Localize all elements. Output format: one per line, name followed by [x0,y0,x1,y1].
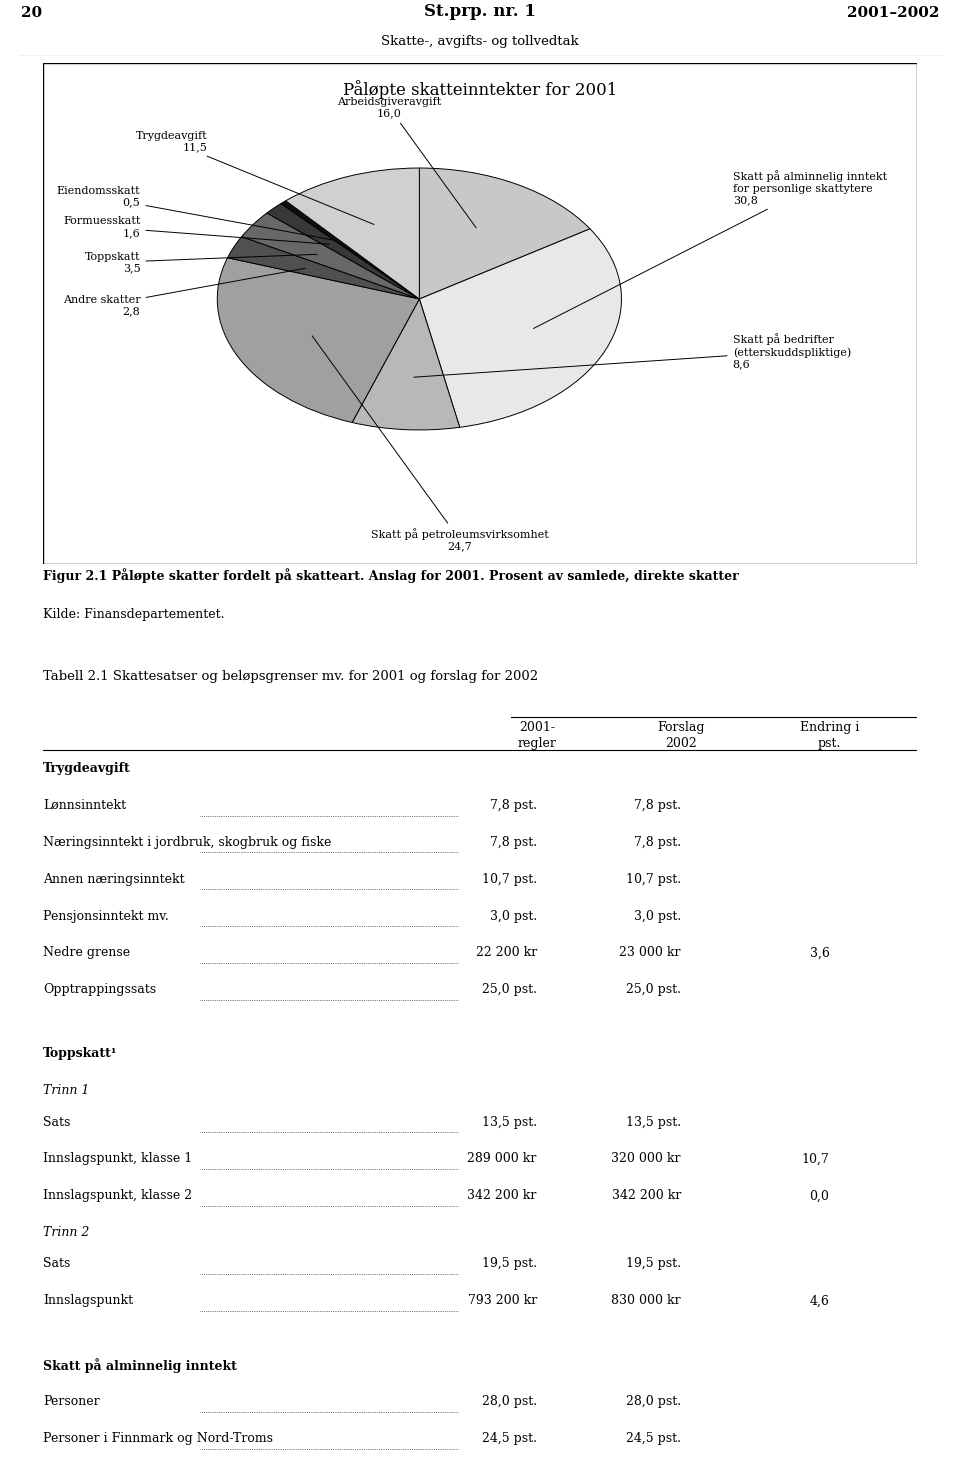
Text: 24,5 pst.: 24,5 pst. [626,1433,681,1446]
Text: 793 200 kr: 793 200 kr [468,1294,537,1307]
Text: 19,5 pst.: 19,5 pst. [626,1257,681,1270]
Text: Nedre grense: Nedre grense [43,946,131,960]
Text: Andre skatter
2,8: Andre skatter 2,8 [62,268,305,316]
Text: Skatt på alminnelig inntekt
for personlige skattytere
30,8: Skatt på alminnelig inntekt for personli… [534,170,887,328]
Wedge shape [242,212,420,299]
Wedge shape [217,258,420,422]
Text: 7,8 pst.: 7,8 pst. [490,798,537,812]
Text: 20: 20 [21,6,42,19]
Text: 2001–2002: 2001–2002 [847,6,939,19]
Text: 0,0: 0,0 [809,1190,829,1203]
Text: 10,7: 10,7 [802,1153,829,1166]
Text: Personer i Finnmark og Nord-Troms: Personer i Finnmark og Nord-Troms [43,1433,274,1446]
Text: 3,6: 3,6 [809,946,829,960]
Wedge shape [228,237,420,299]
Text: Næringsinntekt i jordbruk, skogbruk og fiske: Næringsinntekt i jordbruk, skogbruk og f… [43,837,331,848]
Text: Formuesskatt
1,6: Formuesskatt 1,6 [63,217,329,245]
Text: Annen næringsinntekt: Annen næringsinntekt [43,873,185,886]
Text: Skatt på bedrifter
(etterskuddspliktige)
8,6: Skatt på bedrifter (etterskuddspliktige)… [414,334,851,377]
Text: Forslag
2002: Forslag 2002 [658,721,705,750]
Text: Påløpte skatteinntekter for 2001: Påløpte skatteinntekter for 2001 [343,81,617,100]
Text: Trinn 1: Trinn 1 [43,1084,89,1097]
Text: Arbeidsgiveravgift
16,0: Arbeidsgiveravgift 16,0 [337,97,476,229]
Text: Innslagspunkt, klasse 1: Innslagspunkt, klasse 1 [43,1153,192,1166]
Text: Tabell 2.1 Skattesatser og beløpsgrenser mv. for 2001 og forslag for 2002: Tabell 2.1 Skattesatser og beløpsgrenser… [43,671,539,684]
Text: 342 200 kr: 342 200 kr [612,1190,681,1203]
Text: 28,0 pst.: 28,0 pst. [626,1395,681,1408]
Text: 25,0 pst.: 25,0 pst. [482,983,537,996]
FancyBboxPatch shape [43,63,917,564]
Text: Innslagspunkt: Innslagspunkt [43,1294,133,1307]
Text: Kilde: Finansdepartementet.: Kilde: Finansdepartementet. [43,608,225,621]
Text: 7,8 pst.: 7,8 pst. [490,837,537,848]
Text: Skatt på alminnelig inntekt: Skatt på alminnelig inntekt [43,1358,237,1374]
Text: Endring i
pst.: Endring i pst. [800,721,859,750]
Text: 830 000 kr: 830 000 kr [612,1294,681,1307]
Text: 7,8 pst.: 7,8 pst. [634,798,681,812]
Text: 22 200 kr: 22 200 kr [475,946,537,960]
Text: 28,0 pst.: 28,0 pst. [482,1395,537,1408]
Text: Toppskatt
3,5: Toppskatt 3,5 [85,252,317,272]
Text: 13,5 pst.: 13,5 pst. [626,1116,681,1128]
Wedge shape [281,201,420,299]
Text: Figur 2.1 Påløpte skatter fordelt på skatteart. Anslag for 2001. Prosent av saml: Figur 2.1 Påløpte skatter fordelt på ska… [43,568,739,583]
Text: 342 200 kr: 342 200 kr [468,1190,537,1203]
Text: 13,5 pst.: 13,5 pst. [482,1116,537,1128]
Wedge shape [420,229,621,428]
Text: 24,5 pst.: 24,5 pst. [482,1433,537,1446]
Text: Toppskatt¹: Toppskatt¹ [43,1047,117,1061]
Text: 19,5 pst.: 19,5 pst. [482,1257,537,1270]
Text: Innslagspunkt, klasse 2: Innslagspunkt, klasse 2 [43,1190,192,1203]
Text: Lønnsinntekt: Lønnsinntekt [43,798,127,812]
Text: 2001-
regler: 2001- regler [517,721,556,750]
Text: Sats: Sats [43,1116,71,1128]
Text: Trinn 2: Trinn 2 [43,1226,89,1239]
Text: Opptrappingssats: Opptrappingssats [43,983,156,996]
Text: 3,0 pst.: 3,0 pst. [634,910,681,923]
Text: 3,0 pst.: 3,0 pst. [490,910,537,923]
Text: Trygdeavgift
11,5: Trygdeavgift 11,5 [135,130,374,224]
Wedge shape [267,204,420,299]
Text: Personer: Personer [43,1395,100,1408]
Text: Trygdeavgift: Trygdeavgift [43,762,131,775]
Wedge shape [420,168,590,299]
Text: Skatt på petroleumsvirksomhet
24,7: Skatt på petroleumsvirksomhet 24,7 [312,335,549,552]
Text: 7,8 pst.: 7,8 pst. [634,837,681,848]
Wedge shape [286,168,420,299]
Text: Sats: Sats [43,1257,71,1270]
Text: 10,7 pst.: 10,7 pst. [626,873,681,886]
Text: 10,7 pst.: 10,7 pst. [482,873,537,886]
Text: Pensjonsinntekt mv.: Pensjonsinntekt mv. [43,910,169,923]
Wedge shape [352,299,460,429]
Text: 25,0 pst.: 25,0 pst. [626,983,681,996]
Text: Skatte-, avgifts- og tollvedtak: Skatte-, avgifts- og tollvedtak [381,35,579,47]
Text: St.prp. nr. 1: St.prp. nr. 1 [424,3,536,21]
Text: 320 000 kr: 320 000 kr [612,1153,681,1166]
Text: 23 000 kr: 23 000 kr [619,946,681,960]
Text: 289 000 kr: 289 000 kr [468,1153,537,1166]
Text: Eiendomsskatt
0,5: Eiendomsskatt 0,5 [57,186,335,240]
Text: 4,6: 4,6 [809,1294,829,1307]
